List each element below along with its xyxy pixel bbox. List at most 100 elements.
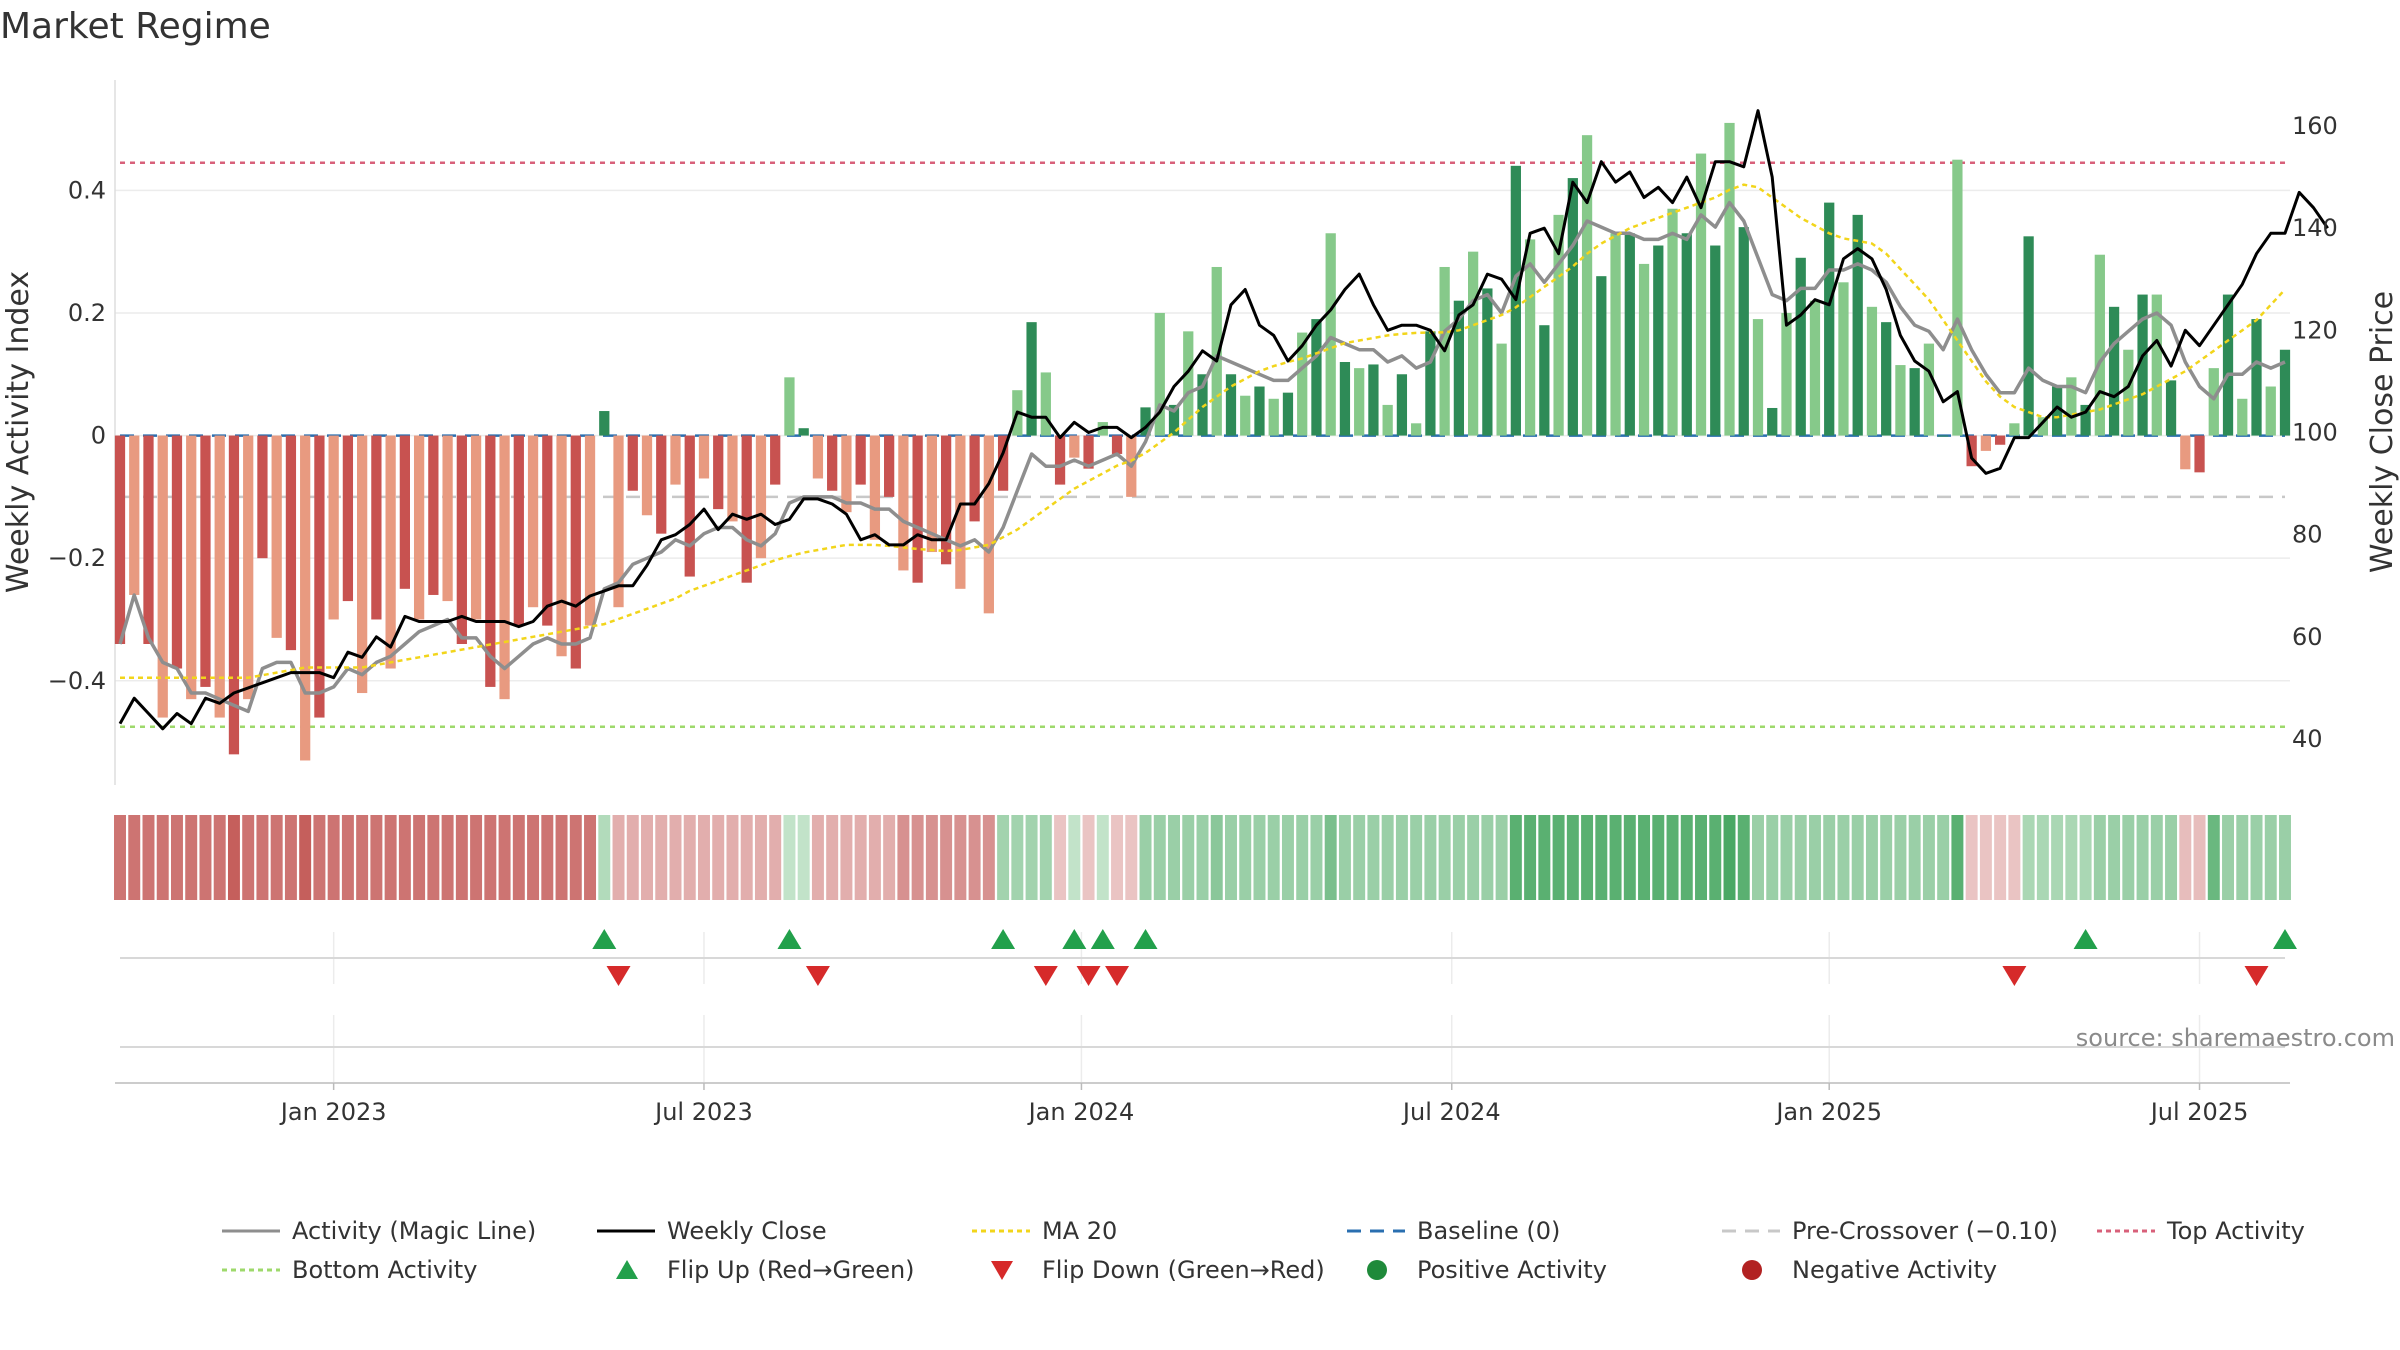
regime-cell	[2022, 815, 2035, 900]
activity-bar	[1667, 208, 1678, 436]
activity-bar	[1952, 159, 1963, 436]
regime-cell	[512, 815, 525, 900]
activity-bar	[2009, 423, 2020, 436]
activity-bar	[428, 435, 439, 595]
y2-tick-label: 100	[2292, 419, 2338, 447]
regime-cell	[284, 815, 297, 900]
activity-bar	[1539, 325, 1550, 436]
flip-up-marker	[1090, 929, 1115, 949]
flip-down-marker	[2002, 966, 2027, 986]
flip-up-marker	[592, 929, 617, 949]
y2-tick-label: 40	[2292, 725, 2323, 753]
activity-bar	[1695, 153, 1707, 436]
regime-cell	[1851, 815, 1864, 900]
regime-cell	[1253, 815, 1266, 900]
activity-bar	[1596, 276, 1607, 436]
regime-cell	[1210, 815, 1223, 900]
regime-cell	[327, 815, 340, 900]
activity-bar	[470, 435, 482, 620]
regime-cell	[1780, 815, 1793, 900]
regime-cell	[612, 815, 625, 900]
activity-bar	[1624, 233, 1635, 436]
regime-cell	[2264, 815, 2277, 900]
regime-cell	[398, 815, 411, 900]
activity-bar	[1026, 322, 1037, 436]
activity-bar	[1496, 343, 1507, 436]
activity-bar	[1610, 233, 1621, 436]
ma20-line	[120, 183, 2286, 679]
regime-cell	[1324, 815, 1337, 900]
regime-cell	[199, 815, 212, 900]
regime-cell	[185, 815, 198, 900]
activity-bar	[1980, 435, 1992, 451]
activity-bar	[2251, 319, 2262, 436]
activity-bar	[869, 435, 881, 540]
legend-label: Flip Up (Red→Green)	[667, 1256, 915, 1284]
regime-cell	[2279, 815, 2291, 900]
activity-bar	[2080, 404, 2091, 436]
regime-cell	[1752, 815, 1764, 900]
x-tick-label: Jan 2024	[1027, 1098, 1135, 1126]
activity-bar	[1382, 404, 1393, 436]
regime-cell	[484, 815, 497, 900]
regime-cell	[1808, 815, 1821, 900]
x-tick-label: Jan 2023	[279, 1098, 387, 1126]
regime-cell	[997, 815, 1010, 900]
regime-cell	[1495, 815, 1508, 900]
chart-title: Market Regime	[0, 6, 271, 47]
x-tick-label: Jul 2025	[2149, 1098, 2249, 1126]
activity-bar	[841, 435, 852, 513]
regime-cell	[712, 815, 725, 900]
activity-bar	[684, 435, 695, 577]
regime-cell	[2051, 815, 2064, 900]
activity-bar	[1111, 435, 1123, 454]
flip-up-marker	[1062, 929, 1087, 949]
regime-cell	[356, 815, 369, 900]
regime-cell	[2236, 815, 2249, 900]
regime-cell	[626, 815, 639, 900]
activity-bar	[599, 411, 610, 436]
regime-cell	[1524, 815, 1537, 900]
regime-cell	[940, 815, 953, 900]
activity-bar	[1425, 331, 1436, 436]
regime-cell	[1538, 815, 1551, 900]
regime-cell	[242, 815, 255, 900]
activity-bar	[1083, 435, 1094, 469]
regime-cell	[1381, 815, 1394, 900]
activity-bar	[912, 435, 923, 583]
activity-bar	[1581, 135, 1593, 436]
regime-cell	[740, 815, 753, 900]
legend-label: Top Activity	[2166, 1217, 2305, 1245]
y-tick-label: 0.2	[68, 299, 106, 327]
activity-bar	[2037, 417, 2048, 436]
regime-cell	[1039, 815, 1052, 900]
regime-cell	[2122, 815, 2135, 900]
regime-cell	[2207, 815, 2220, 900]
activity-bar	[2123, 349, 2134, 436]
legend-swatch	[616, 1260, 638, 1279]
activity-bar	[2222, 294, 2234, 436]
activity-bar	[1467, 251, 1479, 436]
regime-cell	[1082, 815, 1095, 900]
activity-bar	[1311, 319, 1322, 436]
activity-bar	[755, 435, 767, 559]
regime-cell	[2108, 815, 2121, 900]
regime-cell	[455, 815, 468, 900]
regime-cell	[2008, 815, 2021, 900]
activity-bar	[1054, 435, 1066, 485]
regime-cell	[1509, 815, 1522, 900]
regime-cell	[1481, 815, 1494, 900]
regime-cell	[1296, 815, 1309, 900]
regime-cell	[1908, 815, 1921, 900]
activity-bar	[1282, 392, 1294, 436]
activity-bar	[2137, 294, 2148, 436]
activity-magic-line	[118, 200, 2286, 714]
y-tick-label: −0.4	[48, 667, 106, 695]
activity-bar	[1268, 398, 1279, 436]
regime-cell	[2093, 815, 2106, 900]
regime-cell	[1410, 815, 1423, 900]
regime-cell	[1581, 815, 1594, 900]
legend-label: Positive Activity	[1417, 1256, 1607, 1284]
activity-bar	[1225, 374, 1237, 436]
